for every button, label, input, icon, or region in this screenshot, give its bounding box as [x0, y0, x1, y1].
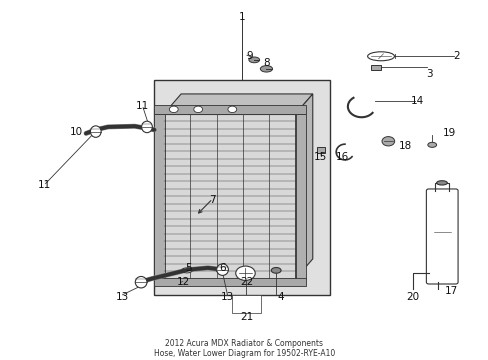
Bar [370, 65, 380, 69]
Text: 14: 14 [410, 96, 424, 106]
Ellipse shape [142, 121, 152, 133]
Bar [154, 114, 164, 279]
Bar [295, 114, 306, 279]
Ellipse shape [216, 264, 228, 275]
Text: 21: 21 [240, 312, 253, 322]
Polygon shape [295, 94, 312, 279]
Text: 18: 18 [398, 141, 411, 151]
Ellipse shape [271, 267, 281, 273]
Text: 11: 11 [135, 102, 148, 112]
Text: 5: 5 [185, 263, 191, 273]
Text: 20: 20 [406, 292, 418, 302]
Bar [232, 296, 260, 313]
Text: 3: 3 [426, 69, 432, 79]
Text: 13: 13 [221, 292, 234, 302]
Text: 10: 10 [70, 127, 82, 136]
Ellipse shape [181, 268, 192, 273]
FancyBboxPatch shape [426, 189, 457, 284]
Ellipse shape [260, 66, 272, 72]
Circle shape [193, 106, 202, 113]
Text: 19: 19 [442, 129, 455, 138]
Ellipse shape [248, 57, 259, 63]
Circle shape [381, 136, 394, 146]
Text: 2: 2 [452, 51, 459, 61]
Text: 7: 7 [209, 195, 216, 205]
Circle shape [235, 266, 255, 280]
Bar [154, 80, 329, 295]
Text: 17: 17 [444, 286, 457, 296]
Circle shape [169, 106, 178, 113]
Bar [154, 105, 306, 114]
Ellipse shape [135, 276, 147, 288]
Text: 11: 11 [38, 180, 51, 190]
Bar [316, 147, 325, 153]
Text: 22: 22 [240, 277, 253, 287]
Text: 4: 4 [277, 292, 284, 302]
Ellipse shape [216, 268, 226, 273]
Ellipse shape [367, 52, 394, 61]
Ellipse shape [436, 181, 447, 185]
Text: 8: 8 [263, 58, 269, 68]
Polygon shape [163, 94, 312, 114]
Text: 15: 15 [313, 152, 326, 162]
Text: 13: 13 [116, 292, 129, 302]
Bar [163, 114, 295, 279]
Circle shape [227, 106, 236, 113]
Text: 1: 1 [238, 12, 245, 22]
Text: 9: 9 [245, 51, 252, 61]
Ellipse shape [90, 126, 101, 137]
Text: 12: 12 [177, 277, 190, 287]
Bar [154, 278, 306, 286]
Text: 2012 Acura MDX Radiator & Components
Hose, Water Lower Diagram for 19502-RYE-A10: 2012 Acura MDX Radiator & Components Hos… [154, 339, 334, 358]
Ellipse shape [427, 142, 436, 147]
Text: 16: 16 [335, 152, 348, 162]
Text: 6: 6 [219, 263, 225, 273]
